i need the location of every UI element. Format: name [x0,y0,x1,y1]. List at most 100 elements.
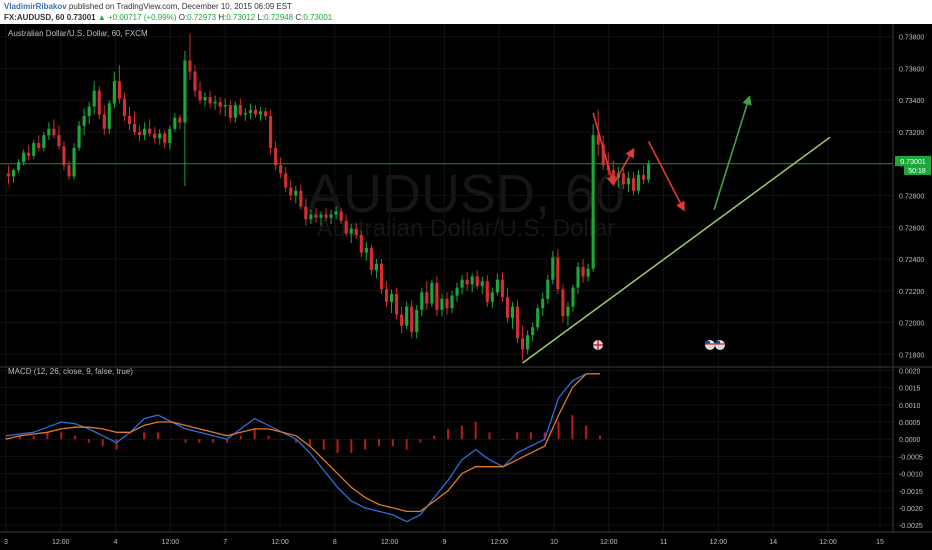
price-tick-label: 0.72800 [899,194,924,201]
macd-tick-label: 0.0020 [899,368,921,375]
candle-body [389,293,394,302]
macd-histogram-bar [129,439,132,440]
countdown-bg [904,166,931,175]
candle-body [571,287,575,307]
candle-body [415,309,419,333]
candle-body [62,146,66,166]
candle-body [77,125,81,148]
candle-body [405,306,409,326]
price-tick-label: 0.71800 [899,352,924,359]
snapshot-header: VladimirRibakov published on TradingView… [0,0,932,25]
candle-body [611,170,615,179]
price-tick-label: 0.72600 [899,225,924,232]
candle-body [82,116,86,126]
candle-body [228,104,232,118]
candle-body [213,101,217,104]
candle-body [299,190,303,207]
event-flag-us-2[interactable] [715,340,725,350]
watermark: AUDUSD, 60 Australian Dollar/U.S. Dollar [307,164,625,242]
macd-histogram-bar [239,435,242,440]
candle-body [223,104,227,107]
candle-body [334,211,338,215]
macd-histogram-bar [405,439,408,450]
author-link[interactable]: VladimirRibakov [4,2,67,11]
event-flag-us-1[interactable] [705,340,715,350]
macd-histogram-bar [18,436,21,440]
candle-body [158,133,162,139]
time-tick-label: 11 [660,539,667,546]
price-tick-label: 0.73400 [899,98,924,105]
candle-body [269,116,273,148]
macd-histogram-bar [488,432,491,440]
macd-histogram-bar [60,432,63,440]
candle-body [500,279,504,298]
candle-body [526,335,530,350]
countdown-label: 50:18 [908,168,926,175]
candle-body [435,282,439,310]
candle-body [208,97,212,104]
candle-body [203,97,207,101]
candle-body [450,295,454,309]
time-axis[interactable]: 3 12:00 4 12:00 7 12:00 8 12:00 9 12:00 10 12:00 11 1… [4,539,884,546]
candle-body [379,263,384,290]
chart-area[interactable]: AUDUSD, 60 Australian Dollar/U.S. Dollar… [0,24,932,550]
candle-body [581,266,585,277]
macd-legend[interactable]: MACD (12, 26, close, 9, false, true) [8,367,133,376]
macd-histogram-bar [267,435,270,440]
candle-body [536,308,540,328]
macd-histogram-bar [557,422,560,440]
price-tick-label: 0.73800 [899,35,924,42]
candle-body [631,178,636,191]
macd-histogram-bar [32,435,35,440]
candle-body [294,190,298,196]
macd-histogram-bar [184,439,187,443]
candle-body [344,220,348,234]
macd-histogram-bar [433,435,436,440]
candle-body [22,152,26,163]
main-legend[interactable]: Australian Dollar/U.S. Dollar, 60, FXCM [8,29,148,38]
candle-body [153,133,157,139]
macd-histogram-bar [516,432,519,440]
time-tick-label: 12:00 [600,539,618,546]
candle-body [243,112,247,115]
macd-histogram-bar [308,439,311,447]
candle-body [163,133,167,144]
change-value: ▲ +0.00717 (+0.99%) [97,13,177,22]
publish-line: VladimirRibakov published on TradingView… [4,2,292,11]
current-price-badge: 0.73001 50:18 [895,156,931,175]
macd-tick-label: -0.0025 [899,523,923,530]
macd-histogram-bar [101,439,104,447]
macd-axis[interactable]: 0.0020 0.0015 0.0010 0.0005 0.0000 -0.0005 -0.… [899,368,923,530]
candle-body [641,174,646,180]
current-price-bg [895,156,931,166]
high-label: H: [218,13,227,22]
price-tick-label: 0.73600 [899,66,924,73]
watermark-name: Australian Dollar/U.S. Dollar [317,215,616,242]
candle-body [289,187,293,196]
time-tick-label: 14 [769,539,777,546]
candle-body [384,289,389,302]
candle-body [52,128,56,136]
macd-histogram-bar [212,439,215,443]
open-value: 0.72973 [187,13,217,22]
candle-body [515,306,520,339]
candle-body [112,81,116,104]
candle-body [132,124,137,132]
red-arrow [612,147,635,185]
candle-body [460,279,464,288]
time-tick-label: 12:00 [490,539,508,546]
macd-histogram-bar [281,439,284,440]
time-tick-label: 15 [876,539,884,546]
candle-body [274,147,278,166]
candle-body [143,128,147,136]
time-tick-label: 7 [223,539,227,546]
candle-body [490,292,494,302]
macd-histogram-bar [447,428,450,440]
published-text: published on TradingView.com, December 1… [68,2,293,11]
macd-line [5,373,600,523]
time-tick-label: 12:00 [162,539,180,546]
close-value: 0.73001 [303,13,333,22]
candle-body [601,144,605,166]
event-flag-gb[interactable] [593,340,603,350]
